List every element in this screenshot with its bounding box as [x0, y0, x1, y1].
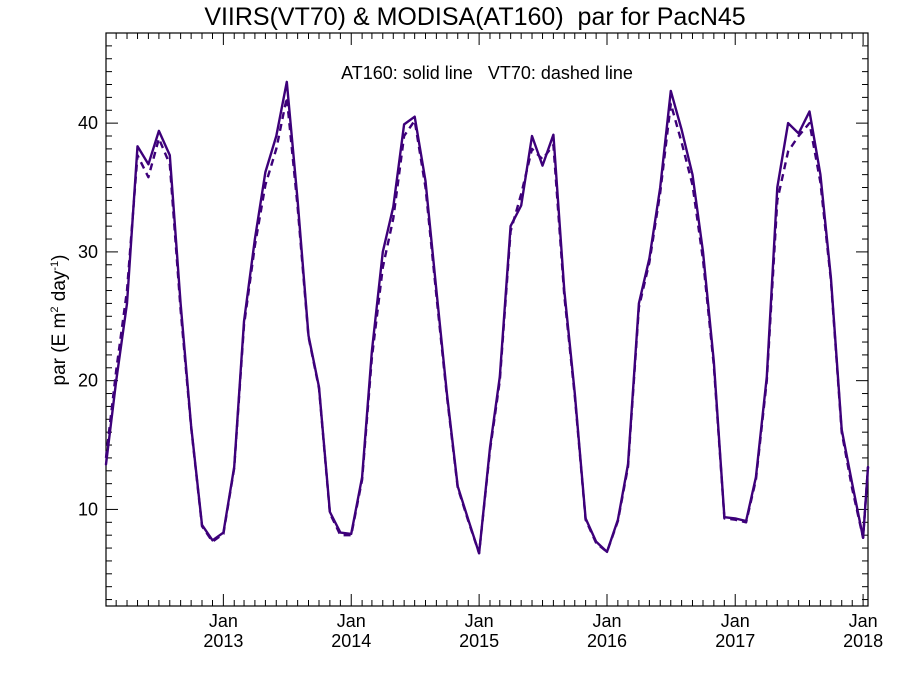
x-tick-label-month: Jan	[465, 611, 494, 631]
x-tick-label-year: 2016	[587, 631, 627, 651]
x-tick-label-year: 2014	[331, 631, 371, 651]
x-tick-label-year: 2013	[203, 631, 243, 651]
y-axis-label: par (E m2 day-1)	[49, 254, 70, 385]
series-group	[104, 80, 870, 555]
x-tick-label-year: 2015	[459, 631, 499, 651]
y-axis: 10 20 30 40	[78, 32, 868, 601]
y-tick-label: 40	[78, 113, 98, 133]
y-axis-label-sup1: 2	[49, 307, 61, 313]
y-axis-label-end: )	[49, 254, 70, 260]
y-axis-label-sup2: -1	[49, 261, 61, 271]
chart-title: VIIRS(VT70) & MODISA(AT160) par for PacN…	[204, 3, 745, 31]
x-tick-label-month: Jan	[592, 611, 621, 631]
x-tick-label-year: 2017	[715, 631, 755, 651]
y-axis-label-base: par (E m	[49, 313, 70, 386]
y-axis-label-mid: day	[49, 270, 70, 306]
series-style-annotation: AT160: solid line VT70: dashed line	[341, 63, 633, 83]
series-line-vt70	[104, 96, 870, 555]
x-tick-label-month: Jan	[849, 611, 878, 631]
x-tick-label-month: Jan	[209, 611, 238, 631]
y-tick-label: 20	[78, 371, 98, 391]
plot-border	[105, 32, 869, 607]
x-tick-label-month: Jan	[337, 611, 366, 631]
x-tick-label-year: 2018	[843, 631, 883, 651]
x-tick-label-month: Jan	[721, 611, 750, 631]
plot-frame	[105, 32, 869, 607]
y-tick-label: 30	[78, 242, 98, 262]
y-tick-label: 10	[78, 499, 98, 519]
x-axis: Jan2013Jan2014Jan2015Jan2016Jan2017Jan20…	[105, 33, 883, 651]
